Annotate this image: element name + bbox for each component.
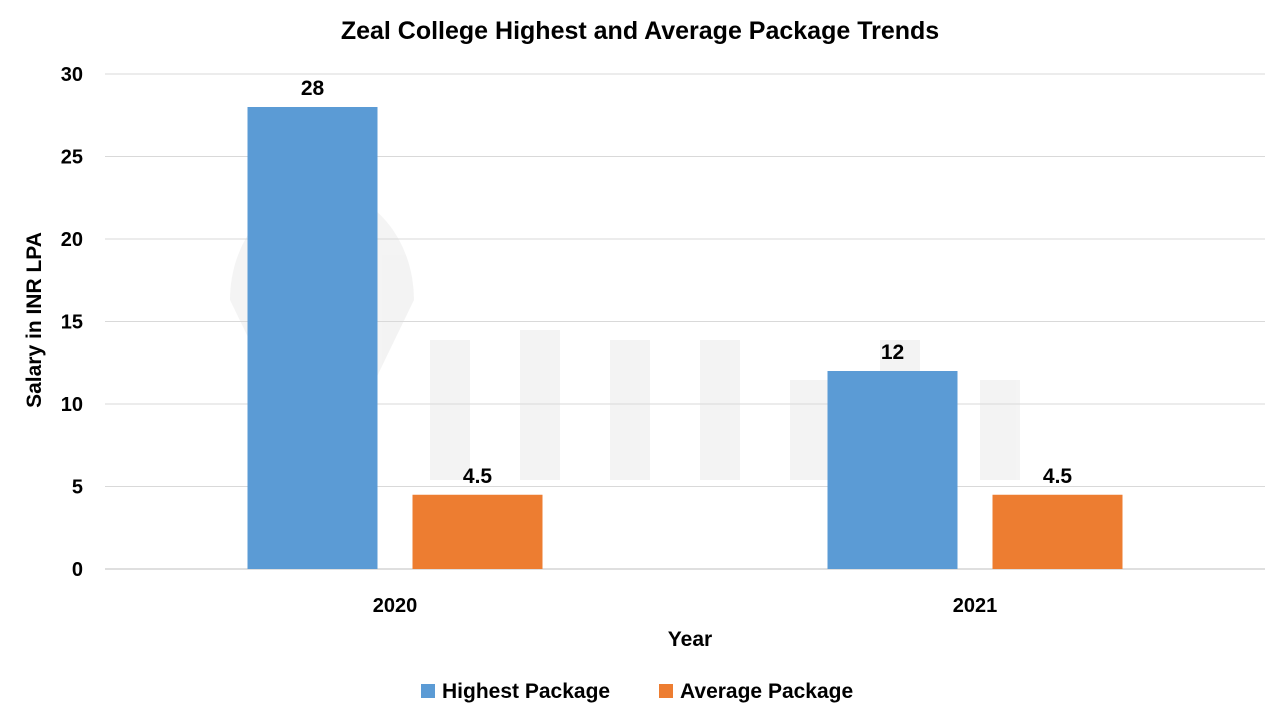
watermark-logo-stroke	[610, 340, 650, 480]
y-tick-label: 5	[72, 477, 83, 499]
bar-average-package-2021	[992, 494, 1123, 569]
legend-label: Average Package	[680, 680, 853, 703]
legend: Highest Package Average Package	[421, 680, 853, 703]
bar-average-package-2020	[412, 494, 543, 569]
y-tick-label: 0	[72, 559, 83, 581]
y-tick-label: 15	[61, 312, 83, 334]
bar-highest-package-2021	[827, 371, 958, 569]
x-tick-label: 2021	[953, 595, 998, 617]
bar-highest-package-2020	[247, 107, 378, 569]
data-label: 4.5	[463, 465, 493, 488]
watermark-logo-stroke	[980, 380, 1020, 480]
data-label: 4.5	[1043, 465, 1073, 488]
legend-swatch	[659, 684, 673, 698]
chart-title: Zeal College Highest and Average Package…	[341, 17, 939, 45]
x-tick-label: 2020	[373, 595, 418, 617]
watermark-logo-stroke	[430, 340, 470, 480]
legend-swatch	[421, 684, 435, 698]
x-axis-label: Year	[668, 628, 712, 651]
y-tick-label: 25	[61, 147, 83, 169]
y-tick-label: 10	[61, 394, 83, 416]
legend-label: Highest Package	[442, 680, 610, 703]
data-label: 28	[301, 77, 325, 100]
watermark-logo-stroke	[520, 330, 560, 480]
y-tick-label: 20	[61, 229, 83, 251]
y-axis-label: Salary in INR LPA	[23, 232, 46, 408]
watermark-logo-stroke	[700, 340, 740, 480]
data-label: 12	[881, 341, 904, 364]
y-tick-label: 30	[61, 64, 83, 86]
watermark-logo-stroke	[790, 380, 830, 480]
